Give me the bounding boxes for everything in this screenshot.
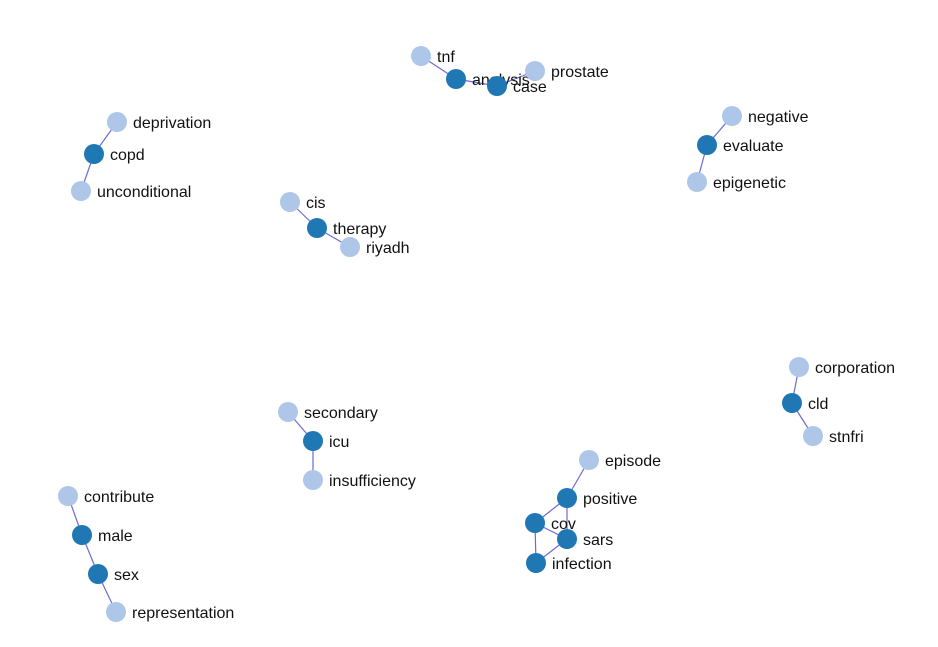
node-label: cov bbox=[551, 516, 576, 533]
node-circle[interactable] bbox=[280, 192, 300, 212]
node-circle[interactable] bbox=[71, 181, 91, 201]
node-male[interactable]: male bbox=[72, 525, 133, 545]
node-cov[interactable]: cov bbox=[525, 513, 576, 533]
node-contribute[interactable]: contribute bbox=[58, 486, 154, 506]
node-circle[interactable] bbox=[303, 431, 323, 451]
node-negative[interactable]: negative bbox=[722, 106, 809, 126]
node-label: stnfri bbox=[829, 429, 864, 446]
node-circle[interactable] bbox=[789, 357, 809, 377]
node-riyadh[interactable]: riyadh bbox=[340, 237, 410, 257]
node-circle[interactable] bbox=[803, 426, 823, 446]
node-corporation[interactable]: corporation bbox=[789, 357, 895, 377]
node-circle[interactable] bbox=[88, 564, 108, 584]
node-positive[interactable]: positive bbox=[557, 488, 637, 508]
node-sex[interactable]: sex bbox=[88, 564, 139, 584]
node-label: secondary bbox=[304, 405, 378, 422]
node-layer: tnfanalysiscaseprostatedeprivationcopdun… bbox=[58, 46, 895, 622]
node-circle[interactable] bbox=[411, 46, 431, 66]
node-label: positive bbox=[583, 491, 637, 508]
node-circle[interactable] bbox=[687, 172, 707, 192]
node-circle[interactable] bbox=[303, 470, 323, 490]
node-label: infection bbox=[552, 556, 612, 573]
node-label: unconditional bbox=[97, 184, 191, 201]
node-circle[interactable] bbox=[782, 393, 802, 413]
node-tnf[interactable]: tnf bbox=[411, 46, 455, 66]
node-label: sex bbox=[114, 567, 139, 584]
node-label: icu bbox=[329, 434, 349, 451]
node-sars[interactable]: sars bbox=[557, 529, 613, 549]
node-circle[interactable] bbox=[107, 112, 127, 132]
node-circle[interactable] bbox=[487, 76, 507, 96]
node-infection[interactable]: infection bbox=[526, 553, 612, 573]
node-circle[interactable] bbox=[722, 106, 742, 126]
node-circle[interactable] bbox=[697, 135, 717, 155]
node-label: negative bbox=[748, 109, 809, 126]
node-label: tnf bbox=[437, 49, 455, 66]
node-representation[interactable]: representation bbox=[106, 602, 234, 622]
node-label: prostate bbox=[551, 64, 609, 81]
node-label: therapy bbox=[333, 221, 386, 238]
node-cld[interactable]: cld bbox=[782, 393, 828, 413]
node-label: case bbox=[513, 79, 547, 96]
node-unconditional[interactable]: unconditional bbox=[71, 181, 191, 201]
node-label: evaluate bbox=[723, 138, 784, 155]
node-circle[interactable] bbox=[557, 529, 577, 549]
node-circle[interactable] bbox=[579, 450, 599, 470]
node-label: cld bbox=[808, 396, 828, 413]
node-circle[interactable] bbox=[340, 237, 360, 257]
node-circle[interactable] bbox=[84, 144, 104, 164]
node-secondary[interactable]: secondary bbox=[278, 402, 378, 422]
node-circle[interactable] bbox=[307, 218, 327, 238]
node-circle[interactable] bbox=[525, 513, 545, 533]
node-circle[interactable] bbox=[525, 61, 545, 81]
node-epigenetic[interactable]: epigenetic bbox=[687, 172, 786, 192]
node-evaluate[interactable]: evaluate bbox=[697, 135, 784, 155]
node-label: corporation bbox=[815, 360, 895, 377]
node-label: episode bbox=[605, 453, 661, 470]
node-deprivation[interactable]: deprivation bbox=[107, 112, 211, 132]
node-circle[interactable] bbox=[526, 553, 546, 573]
node-label: cis bbox=[306, 195, 326, 212]
node-icu[interactable]: icu bbox=[303, 431, 349, 451]
node-label: representation bbox=[132, 605, 234, 622]
node-insufficiency[interactable]: insufficiency bbox=[303, 470, 416, 490]
node-circle[interactable] bbox=[557, 488, 577, 508]
node-prostate[interactable]: prostate bbox=[525, 61, 609, 81]
node-therapy[interactable]: therapy bbox=[307, 218, 386, 238]
node-circle[interactable] bbox=[278, 402, 298, 422]
node-label: riyadh bbox=[366, 240, 410, 257]
node-cis[interactable]: cis bbox=[280, 192, 326, 212]
node-circle[interactable] bbox=[58, 486, 78, 506]
node-episode[interactable]: episode bbox=[579, 450, 661, 470]
node-label: copd bbox=[110, 147, 145, 164]
node-label: contribute bbox=[84, 489, 154, 506]
node-circle[interactable] bbox=[106, 602, 126, 622]
node-label: sars bbox=[583, 532, 613, 549]
node-copd[interactable]: copd bbox=[84, 144, 145, 164]
node-label: male bbox=[98, 528, 133, 545]
node-circle[interactable] bbox=[446, 69, 466, 89]
node-label: deprivation bbox=[133, 115, 211, 132]
node-stnfri[interactable]: stnfri bbox=[803, 426, 864, 446]
node-label: epigenetic bbox=[713, 175, 786, 192]
node-label: insufficiency bbox=[329, 473, 416, 490]
node-case[interactable]: case bbox=[487, 76, 547, 96]
node-circle[interactable] bbox=[72, 525, 92, 545]
